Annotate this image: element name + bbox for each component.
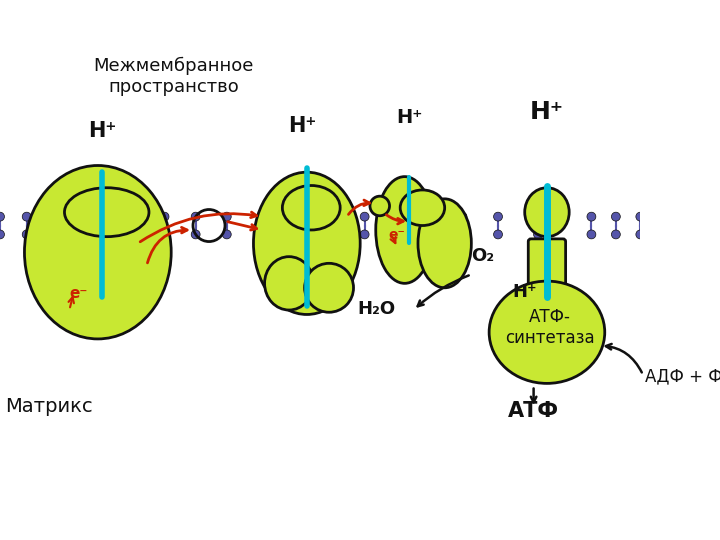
Circle shape — [458, 230, 467, 239]
Text: Матрикс: Матрикс — [5, 397, 93, 416]
Circle shape — [494, 212, 503, 221]
Ellipse shape — [525, 188, 570, 237]
Circle shape — [534, 212, 542, 221]
Text: Н⁺: Н⁺ — [513, 282, 537, 301]
Ellipse shape — [370, 196, 390, 216]
Ellipse shape — [376, 177, 433, 284]
Ellipse shape — [400, 190, 445, 226]
Circle shape — [360, 230, 369, 239]
Text: АТФ: АТФ — [508, 401, 559, 421]
Ellipse shape — [282, 186, 340, 230]
Circle shape — [636, 212, 645, 221]
Circle shape — [22, 212, 31, 221]
Ellipse shape — [253, 172, 360, 314]
Ellipse shape — [489, 281, 605, 383]
Circle shape — [160, 230, 169, 239]
Ellipse shape — [305, 264, 354, 312]
Circle shape — [0, 212, 4, 221]
Ellipse shape — [264, 256, 313, 310]
Circle shape — [222, 212, 231, 221]
Text: Н⁺: Н⁺ — [288, 116, 317, 136]
Text: АТФ-
синтетаза: АТФ- синтетаза — [505, 308, 595, 347]
Circle shape — [611, 212, 621, 221]
Text: Н₂О: Н₂О — [358, 300, 396, 319]
Ellipse shape — [65, 188, 149, 237]
Text: Межмембранное
пространство: Межмембранное пространство — [93, 57, 253, 96]
Text: О₂: О₂ — [472, 247, 495, 265]
Circle shape — [611, 230, 621, 239]
Ellipse shape — [24, 165, 171, 339]
Circle shape — [22, 230, 31, 239]
Circle shape — [458, 212, 467, 221]
Circle shape — [258, 212, 267, 221]
Circle shape — [387, 230, 396, 239]
Circle shape — [192, 212, 200, 221]
Circle shape — [587, 230, 596, 239]
Ellipse shape — [418, 199, 472, 288]
Circle shape — [258, 230, 267, 239]
Circle shape — [0, 230, 4, 239]
Circle shape — [636, 230, 645, 239]
Text: АДФ + Ф: АДФ + Ф — [645, 367, 720, 385]
Circle shape — [222, 230, 231, 239]
Circle shape — [587, 212, 596, 221]
Circle shape — [192, 230, 200, 239]
FancyBboxPatch shape — [528, 239, 566, 293]
Text: e⁻: e⁻ — [389, 228, 405, 242]
Text: Н⁺: Н⁺ — [530, 100, 564, 124]
Circle shape — [534, 230, 542, 239]
Text: Н⁺: Н⁺ — [396, 108, 423, 127]
Circle shape — [387, 212, 396, 221]
Circle shape — [360, 212, 369, 221]
Text: e⁻: e⁻ — [69, 286, 88, 301]
Circle shape — [494, 230, 503, 239]
Circle shape — [160, 212, 169, 221]
Text: Н⁺: Н⁺ — [88, 120, 117, 140]
